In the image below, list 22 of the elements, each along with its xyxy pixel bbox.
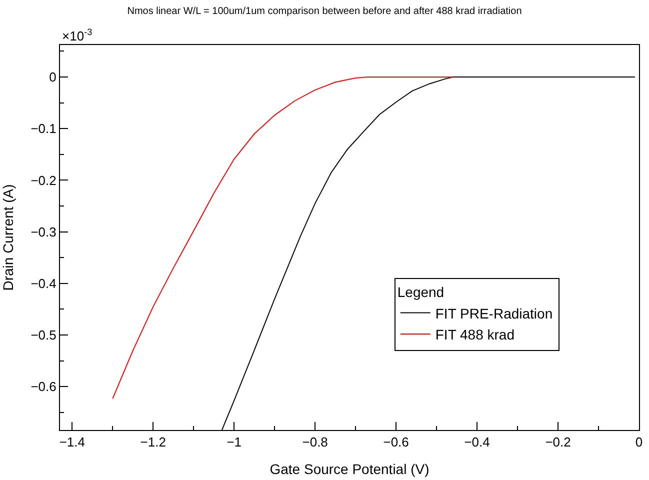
y-axis-title: Drain Current (A) — [0, 184, 16, 291]
legend-label: FIT 488 krad — [435, 326, 515, 342]
x-tick-label: −1.4 — [59, 434, 85, 450]
y-tick-label: −0.2 — [30, 172, 56, 188]
legend-label: FIT PRE-Radiation — [435, 305, 553, 322]
x-tick-label: −0.6 — [383, 434, 409, 450]
x-tick-label: −0.4 — [464, 434, 490, 450]
text: ×10$^{-3}$ — [62, 27, 92, 44]
y-tick-label: −0.4 — [30, 276, 56, 291]
x-tick-label: 0 — [635, 434, 643, 450]
x-tick-label: −1 — [226, 434, 242, 450]
x-axis-title: Gate Source Potential (V) — [270, 460, 430, 477]
y-tick-label: −0.1 — [30, 121, 56, 136]
legend-title: Legend — [397, 284, 444, 300]
x-tick-label: −1.2 — [140, 434, 166, 450]
x-tick-label: −0.8 — [302, 434, 328, 450]
y-tick-label: 0 — [49, 70, 56, 85]
chart-title: Nmos linear W/L = 100um/1um comparison between before and after 488 krad irradiation — [127, 6, 522, 18]
y-tick-label: −0.3 — [30, 224, 56, 240]
y-tick-label: −0.5 — [30, 328, 56, 343]
x-tick-label: −0.2 — [545, 434, 571, 450]
y-tick-label: −0.6 — [30, 379, 56, 394]
